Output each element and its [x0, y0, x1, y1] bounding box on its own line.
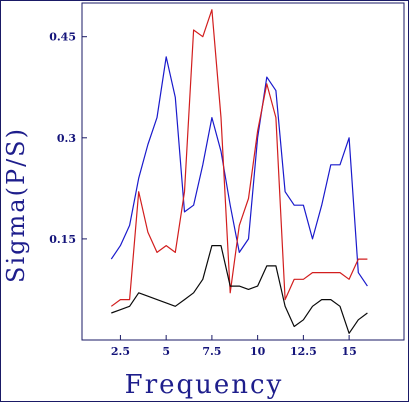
x-tick-label: 7.5	[202, 345, 221, 358]
plot-area	[81, 2, 405, 341]
series-line-3	[111, 245, 368, 334]
x-ticks: 2.5 5 7.5 10 12.5 15	[111, 335, 357, 358]
x-tick-label: 2.5	[111, 345, 130, 358]
y-tick-label: 0.3	[57, 132, 76, 145]
series-line-2	[110, 9, 368, 307]
y-ticks: 0.15 0.3 0.45	[49, 31, 87, 246]
x-tick-label: 12.5	[290, 345, 317, 358]
y-tick-label: 0.15	[49, 233, 76, 246]
x-tick-label: 15	[341, 345, 356, 358]
y-axis-label: Sigma(P/S)	[2, 127, 30, 283]
y-tick-label: 0.45	[49, 31, 76, 44]
x-tick-label: 5	[162, 345, 170, 358]
x-axis-label: Frequency	[125, 370, 284, 400]
x-tick-label: 10	[250, 345, 266, 358]
series-line-1	[110, 56, 368, 287]
series-group	[110, 9, 368, 334]
